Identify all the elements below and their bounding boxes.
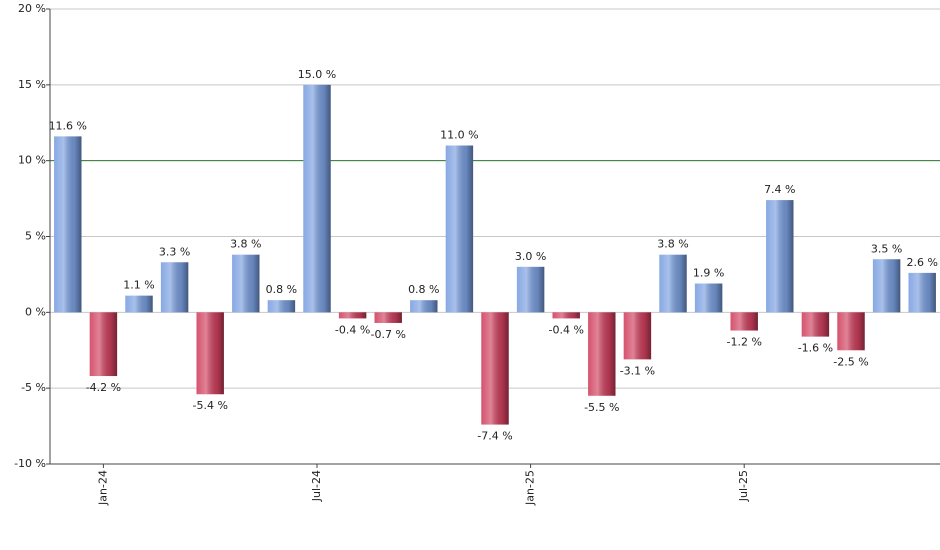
value-label: 1.9 % (693, 267, 724, 280)
bar (872, 259, 901, 313)
value-label: 0.8 % (408, 283, 439, 296)
bar (516, 266, 545, 313)
value-label: -2.5 % (833, 355, 868, 368)
value-label: -7.4 % (477, 430, 512, 443)
value-label: 1.1 % (123, 279, 154, 292)
x-tick-label: Jul-24 (310, 470, 323, 502)
bar (623, 312, 652, 360)
y-tick-label: 10 % (18, 154, 46, 167)
bar (54, 136, 82, 313)
y-tick-label: 20 % (18, 2, 46, 15)
value-label: 2.6 % (906, 256, 937, 269)
value-label: 3.8 % (657, 238, 688, 251)
y-tick-label: 15 % (18, 78, 46, 91)
bar (730, 312, 758, 331)
bar (481, 312, 509, 425)
value-label: 11.0 % (440, 129, 478, 142)
bar (801, 312, 830, 337)
bar (89, 312, 118, 377)
x-tick-label: Jan-24 (96, 470, 109, 506)
bar (445, 145, 474, 313)
x-tick-label: Jul-25 (737, 470, 750, 502)
y-tick-label: 0 % (25, 305, 46, 318)
bar (160, 262, 189, 313)
value-label: 3.5 % (871, 242, 902, 255)
bar (766, 200, 794, 313)
bar (410, 300, 438, 313)
value-label: -0.7 % (370, 328, 405, 341)
value-label: 3.8 % (230, 238, 261, 251)
bar (196, 312, 224, 395)
bar (588, 312, 616, 396)
bar (694, 283, 723, 313)
value-label: 11.6 % (49, 119, 87, 132)
value-label: -0.4 % (335, 323, 370, 336)
value-label: -1.6 % (798, 342, 833, 355)
bar (125, 295, 153, 313)
bar (659, 254, 687, 313)
bar (837, 312, 865, 351)
bar (374, 312, 402, 323)
value-label: 15.0 % (298, 68, 336, 81)
bar (267, 300, 296, 313)
value-label: -5.4 % (192, 399, 227, 412)
value-label: -0.4 % (548, 323, 583, 336)
value-label: 7.4 % (764, 183, 795, 196)
bar (908, 272, 936, 313)
value-label: -4.2 % (86, 381, 121, 394)
value-label: -3.1 % (620, 364, 655, 377)
value-label: -5.5 % (584, 401, 619, 414)
y-tick-label: 5 % (25, 230, 46, 243)
value-label: 3.3 % (159, 245, 190, 258)
bar (338, 312, 367, 319)
bar (303, 84, 331, 313)
bar (232, 254, 260, 313)
value-label: 3.0 % (515, 250, 546, 263)
value-label: -1.2 % (726, 336, 761, 349)
value-label: 0.8 % (266, 283, 297, 296)
bar (552, 312, 580, 319)
x-tick-label: Jan-25 (524, 470, 537, 506)
y-tick-label: -10 % (14, 457, 46, 470)
y-tick-label: -5 % (21, 381, 46, 394)
